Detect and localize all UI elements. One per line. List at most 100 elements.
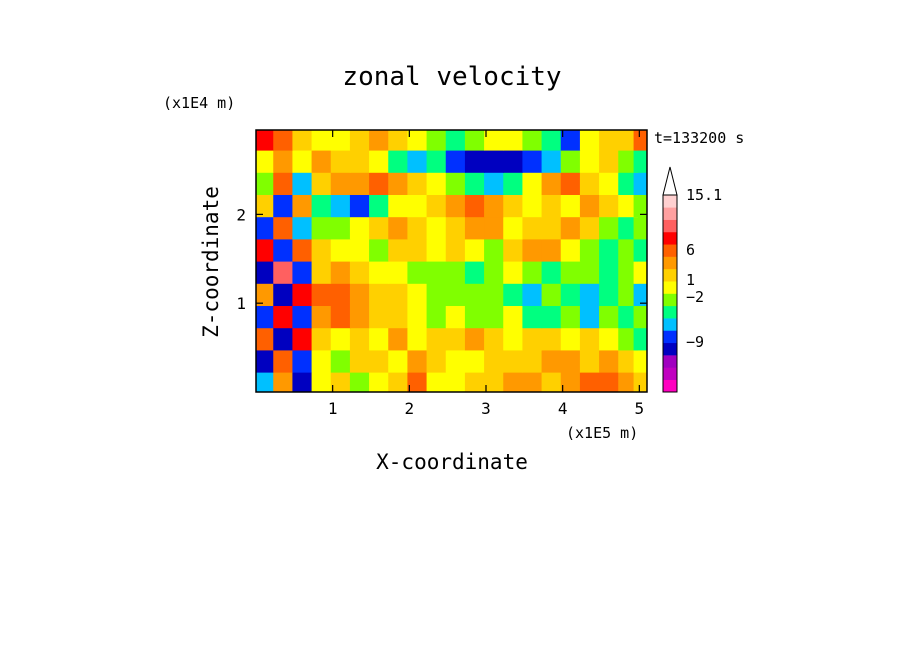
contour-cell [256,349,274,373]
contour-cell [579,149,600,173]
contour-cell [618,261,639,284]
colorbar-swatch [663,367,677,380]
contour-cell [388,327,409,351]
contour-cell [464,130,485,151]
contour-cell [618,172,639,195]
colorbar-swatch [663,318,677,331]
contour-cell [388,238,409,262]
contour-cell [522,372,543,392]
contour-cell [273,261,294,284]
contour-cell [256,283,274,307]
contour-cell [330,372,351,392]
contour-cell [256,305,274,329]
x-tick-label: 5 [635,399,645,418]
contour-cell [388,149,409,173]
contour-cell [311,372,332,392]
contour-cell [464,327,485,351]
contour-cell [330,216,351,240]
contour-cell [445,283,466,307]
x-tick-label: 4 [558,399,568,418]
contour-cell [503,172,524,195]
contour-cell [256,372,274,392]
contour-cell [273,149,294,173]
x-scale-label: (x1E5 m) [566,424,638,442]
contour-cell [599,130,619,151]
contour-cell [330,327,351,351]
contour-cell [407,349,428,373]
contour-cell [369,327,389,351]
contour-cell [330,261,351,284]
contour-cell [560,261,581,284]
contour-cell [484,283,504,307]
chart-title: zonal velocity [342,62,561,92]
contour-cell [445,172,466,195]
contour-cell [522,130,543,151]
contour-cell [522,216,543,240]
contour-cell [560,130,581,151]
contour-cell [484,149,504,173]
y-axis: 12 [236,205,647,313]
contour-cell [541,372,562,392]
contour-cell [292,349,313,373]
contour-cell [464,305,485,329]
contour-cell [503,238,524,262]
contour-cell [560,372,581,392]
contour-cell [599,194,619,218]
colorbar-swatch [663,268,677,282]
contour-cell [349,216,370,240]
x-axis: 1 2 3 4 5 [328,130,644,418]
contour-cell [503,130,524,151]
contour-cell [633,194,647,218]
contour-cell [273,327,294,351]
contour-cell [633,130,647,151]
contour-cell [541,327,562,351]
contour-cell [599,349,619,373]
contour-cell [311,130,332,151]
contour-cell [330,283,351,307]
contour-cell [407,149,428,173]
colorbar-label: 1 [686,271,695,289]
contour-cell [311,261,332,284]
y-scale-label: (x1E4 m) [163,94,235,112]
contour-cell [292,305,313,329]
contour-cell [369,149,389,173]
contour-cell [349,238,370,262]
contour-cell [349,261,370,284]
contour-cell [369,372,389,392]
contour-cell [256,172,274,195]
contour-cell [445,305,466,329]
contour-cell [599,261,619,284]
contour-cell [618,130,639,151]
colorbar-label: 6 [686,241,695,259]
contour-cell [541,149,562,173]
contour-cell [445,194,466,218]
contour-cell [560,349,581,373]
contour-cell [311,305,332,329]
contour-cell [273,283,294,307]
y-tick-label: 1 [236,294,246,313]
contour-cell [311,216,332,240]
contour-cell [330,130,351,151]
contour-cell [407,261,428,284]
contour-cell [560,305,581,329]
contour-cell [273,349,294,373]
contour-cell [388,349,409,373]
contour-cell [503,349,524,373]
contour-cell [503,283,524,307]
contour-cell [407,327,428,351]
contour-cell [292,261,313,284]
colorbar-swatch [663,219,677,233]
contour-cell [369,194,389,218]
contour-cell [330,349,351,373]
contour-cell [541,216,562,240]
contour-cell [445,130,466,151]
contour-cell [388,194,409,218]
colorbar-swatch [663,207,677,220]
contour-cell [464,238,485,262]
contour-cell [522,238,543,262]
contour-cell [484,372,504,392]
contour-cell [541,172,562,195]
contour-cell [273,194,294,218]
contour-cell [292,130,313,151]
contour-cell [633,149,647,173]
